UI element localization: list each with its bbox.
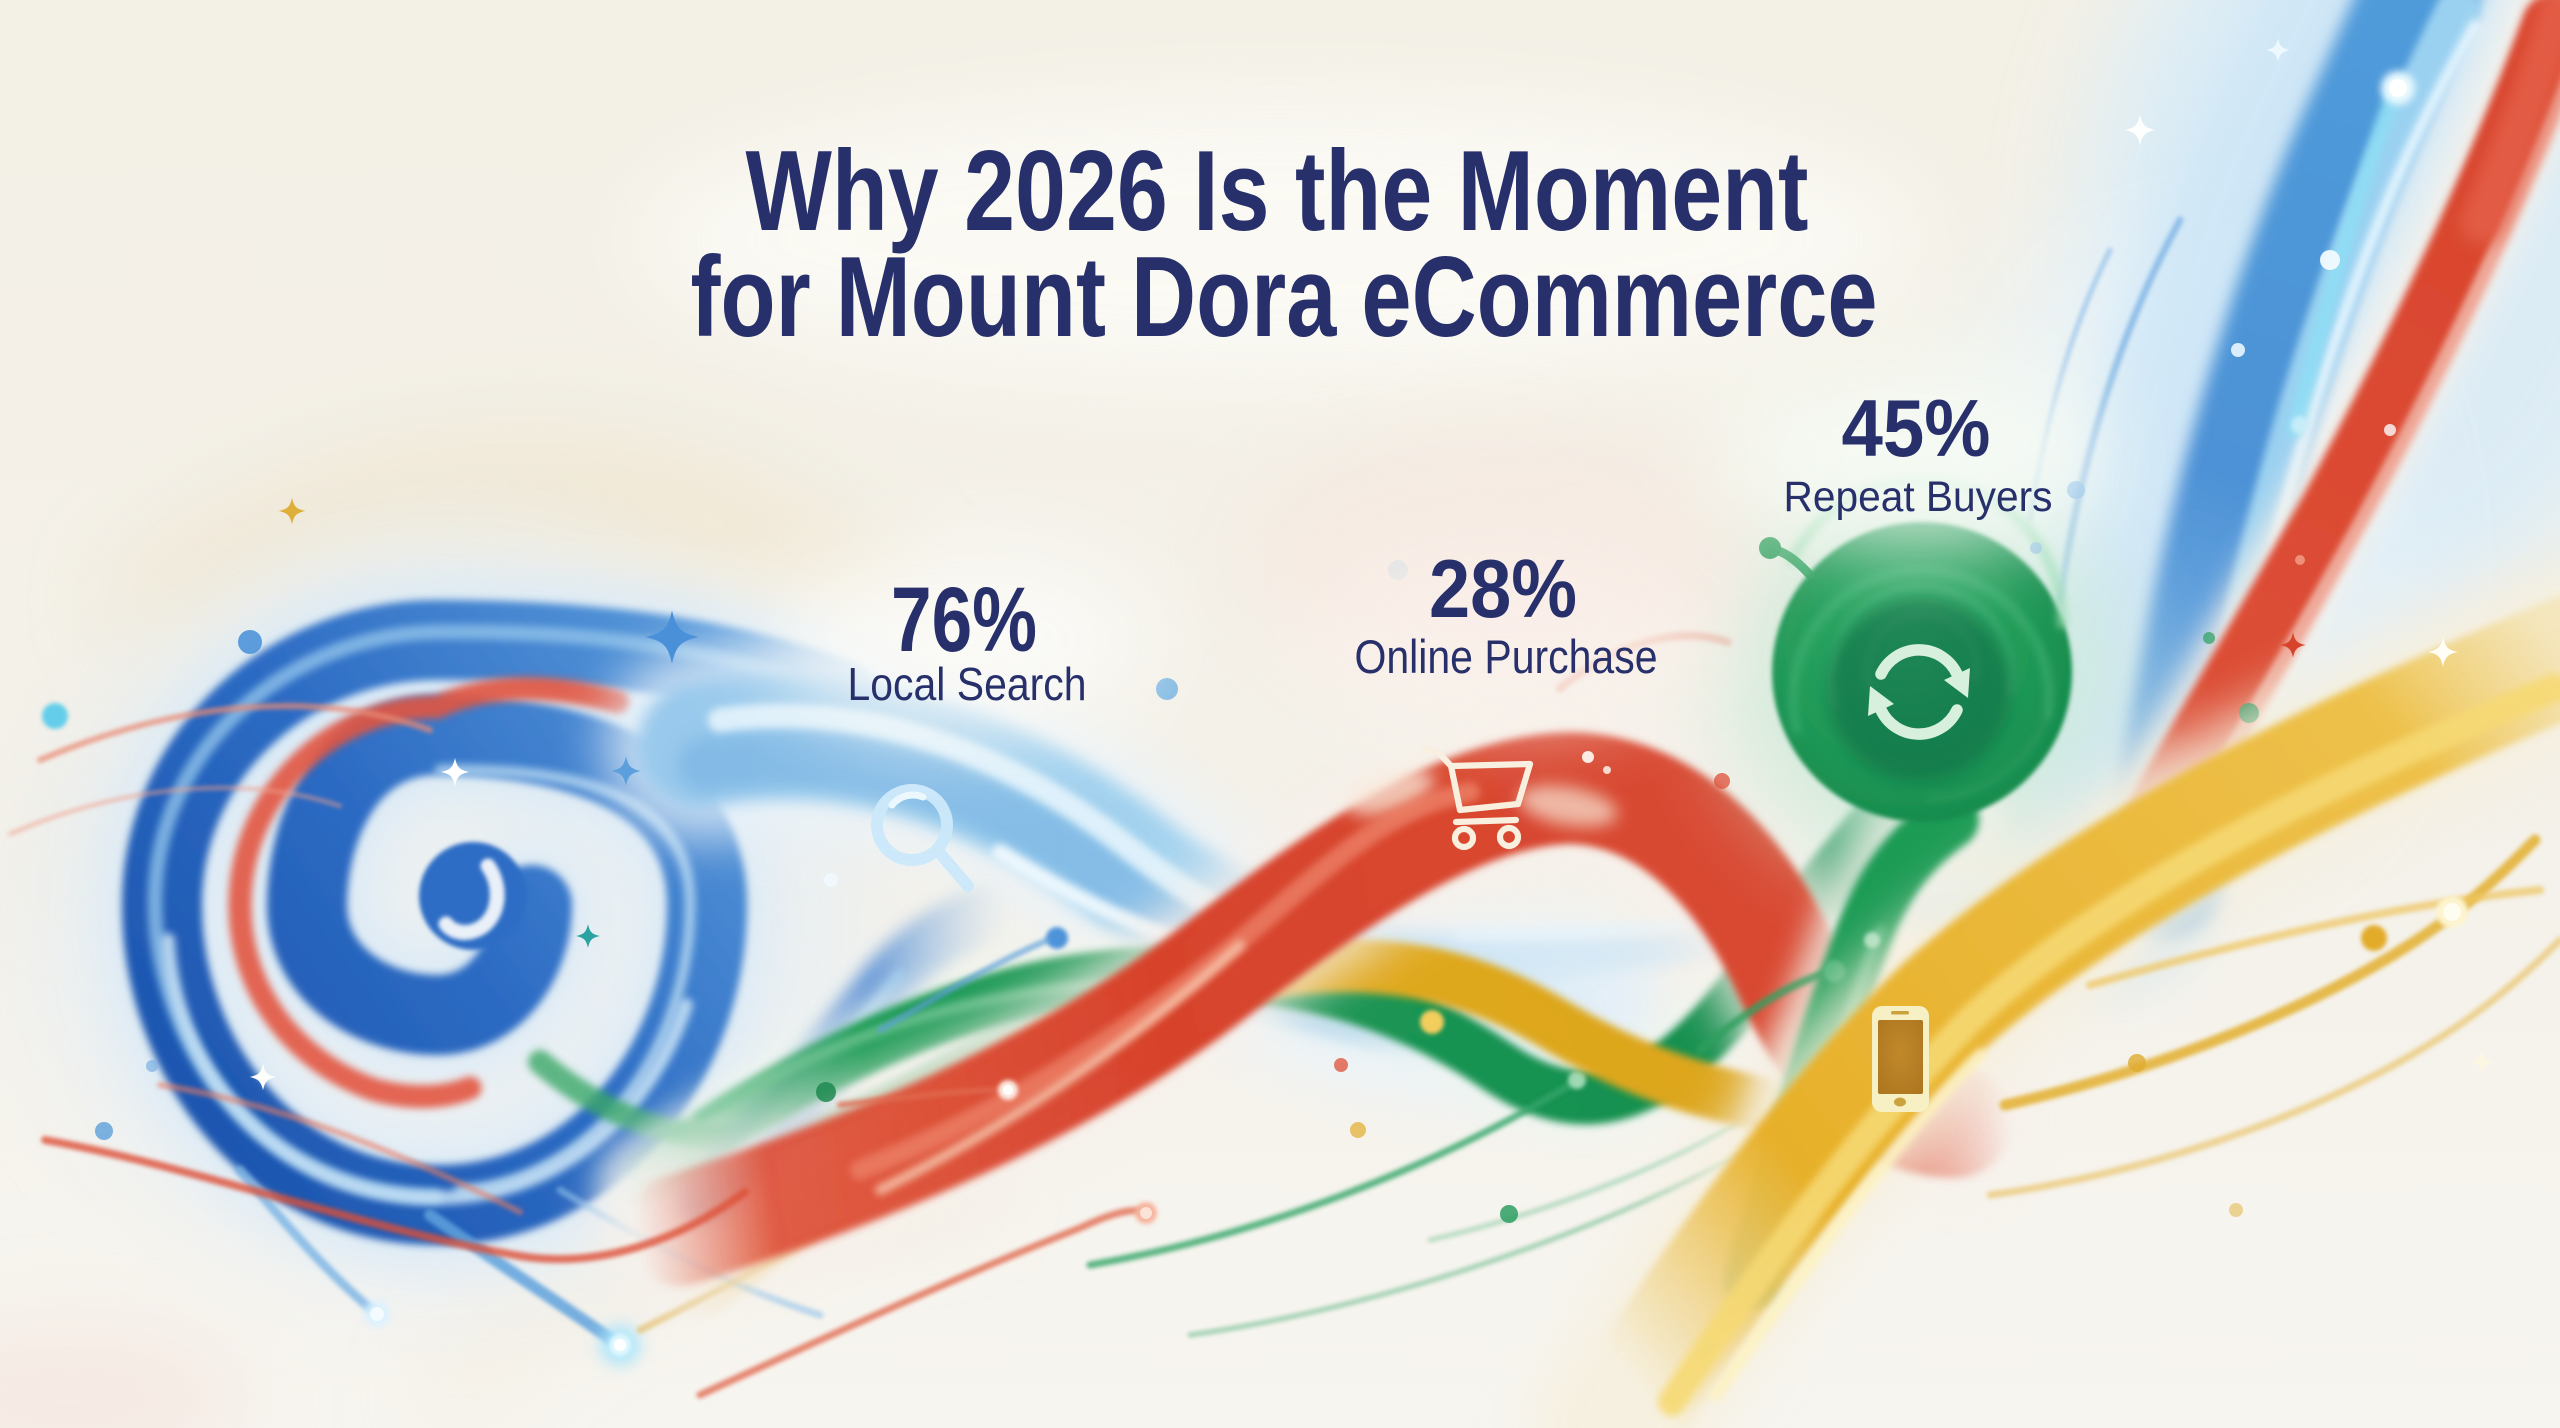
svg-text:Online Purchase: Online Purchase: [1355, 630, 1658, 683]
svg-text:Repeat Buyers: Repeat Buyers: [1784, 473, 2053, 521]
svg-text:28%: 28%: [1429, 542, 1577, 635]
svg-text:76%: 76%: [891, 569, 1037, 671]
svg-text:for Mount Dora eCommerce: for Mount Dora eCommerce: [691, 234, 1878, 361]
svg-text:Local Search: Local Search: [848, 658, 1087, 710]
svg-text:45%: 45%: [1842, 384, 1991, 474]
svg-text:Why 2026 Is the Moment: Why 2026 Is the Moment: [746, 128, 1809, 255]
